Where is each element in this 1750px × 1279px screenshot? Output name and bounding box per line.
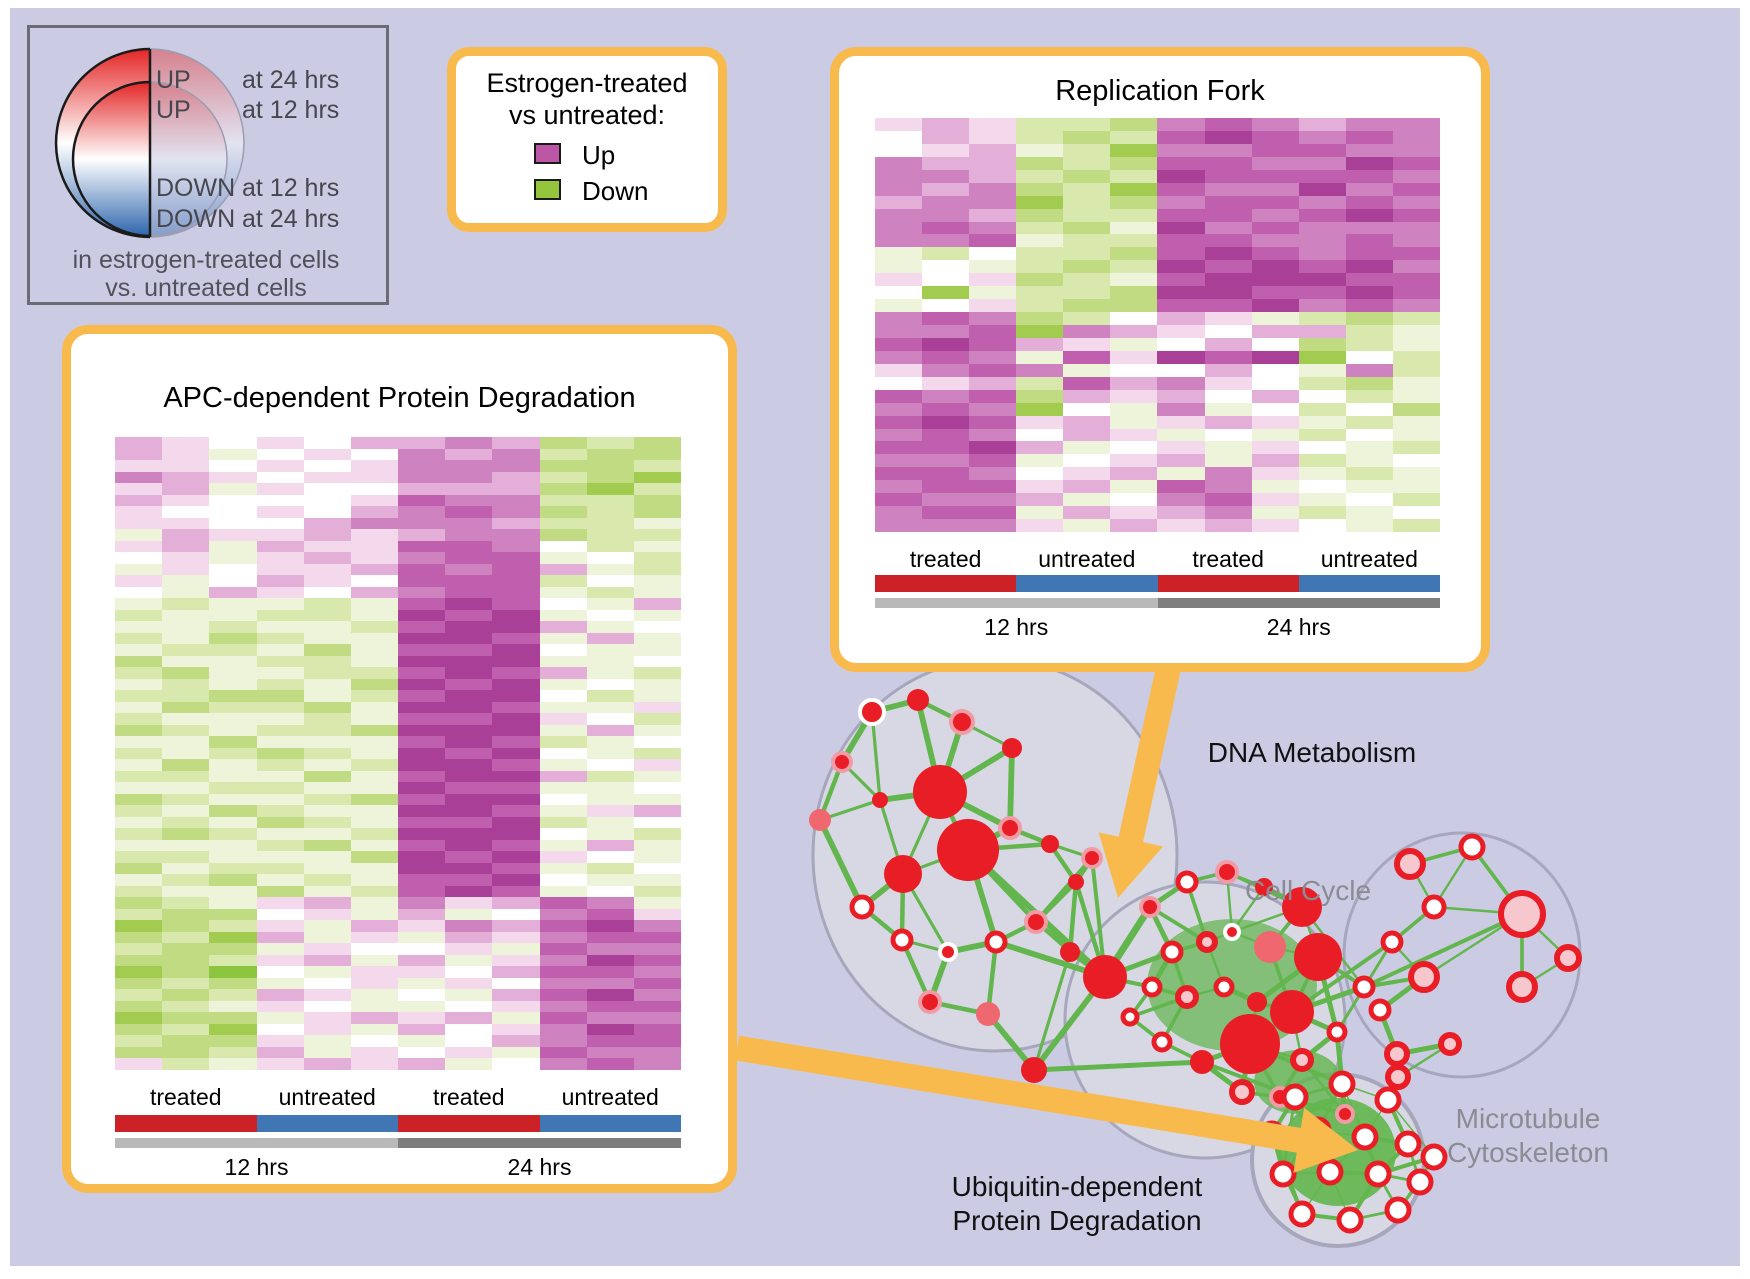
- apc-time-labels: 12 hrs 24 hrs: [115, 1154, 681, 1180]
- updown-key-row-up: Up: [456, 140, 718, 170]
- updown-key-row-down: Down: [456, 176, 718, 206]
- updown-color-key: Estrogen-treated vs untreated: Up Down: [447, 47, 727, 232]
- replication-fork-panel: Replication Fork treated untreated treat…: [830, 47, 1490, 672]
- apc-degradation-panel: APC-dependent Protein Degradation treate…: [62, 325, 737, 1193]
- rf-label-untreated-24: untreated: [1320, 546, 1418, 572]
- rf-label-treated-24: treated: [1192, 546, 1264, 572]
- rf-condition-bar: [875, 575, 1440, 592]
- down-label: Down: [582, 176, 649, 206]
- replication-fork-heatmap: [875, 118, 1440, 532]
- apc-label-12hrs: 12 hrs: [224, 1154, 289, 1180]
- rf-label-24hrs: 24 hrs: [1266, 614, 1331, 640]
- apc-panel-title: APC-dependent Protein Degradation: [163, 382, 636, 414]
- bullseye-time-up12: at 12 hrs: [242, 96, 339, 124]
- bullseye-time-down12: at 12 hrs: [242, 174, 339, 202]
- bullseye-dir-up12: UP: [156, 96, 191, 124]
- bullseye-dir-down12: DOWN: [156, 174, 235, 202]
- up-label: Up: [582, 140, 616, 170]
- apc-label-untreated-24: untreated: [561, 1084, 659, 1110]
- rf-label-untreated-12: untreated: [1038, 546, 1136, 572]
- rf-time-bar: [875, 598, 1440, 608]
- apc-condition-bar: [115, 1115, 681, 1132]
- rf-label-treated-12: treated: [909, 546, 982, 572]
- apc-heatmap: [115, 437, 681, 1070]
- updown-key-title-line1: Estrogen-treated: [486, 68, 688, 98]
- apc-label-treated-24: treated: [432, 1084, 505, 1110]
- up-color-swatch: [534, 143, 561, 164]
- apc-condition-labels: treated untreated treated untreated: [115, 1084, 681, 1110]
- bullseye-legend: UP at 24 hrs UP at 12 hrs DOWN at 12 hrs…: [27, 25, 389, 305]
- down-color-swatch: [534, 179, 561, 200]
- apc-label-treated-12: treated: [149, 1084, 222, 1110]
- rf-label-12hrs: 12 hrs: [984, 614, 1049, 640]
- bullseye-dir-up24: UP: [156, 66, 191, 94]
- apc-time-bar: [115, 1138, 681, 1148]
- apc-label-untreated-12: untreated: [278, 1084, 376, 1110]
- apc-label-24hrs: 24 hrs: [507, 1154, 572, 1180]
- rf-time-labels: 12 hrs 24 hrs: [875, 614, 1440, 640]
- replication-fork-title: Replication Fork: [1055, 75, 1265, 107]
- rf-condition-labels: treated untreated treated untreated: [875, 546, 1440, 572]
- bullseye-caption-line2: vs. untreated cells: [105, 274, 307, 302]
- bullseye-time-up24: at 24 hrs: [242, 66, 339, 94]
- bullseye-dir-down24: DOWN: [156, 205, 235, 233]
- updown-key-title-line2: vs untreated:: [508, 100, 666, 130]
- bullseye-time-down24: at 24 hrs: [242, 205, 339, 233]
- bullseye-rings: [54, 47, 245, 239]
- bullseye-caption-line1: in estrogen-treated cells: [73, 246, 340, 274]
